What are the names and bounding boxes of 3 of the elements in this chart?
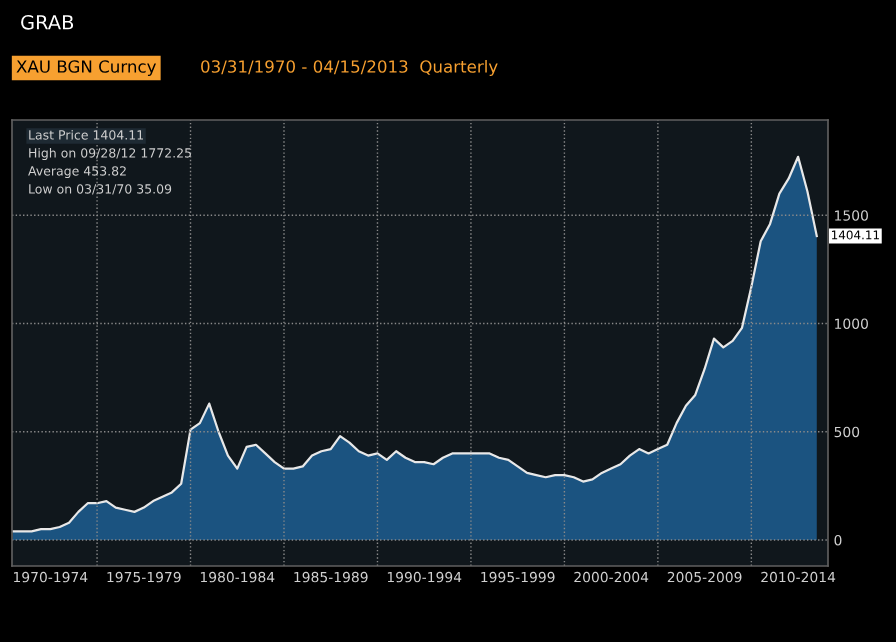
chart-title: XAU BGN Curncy <box>16 60 156 77</box>
text: GRAB <box>21 14 74 30</box>
chart-subtitle: 03/31/1970 - 04/15/2013 Quarterly <box>201 59 498 77</box>
